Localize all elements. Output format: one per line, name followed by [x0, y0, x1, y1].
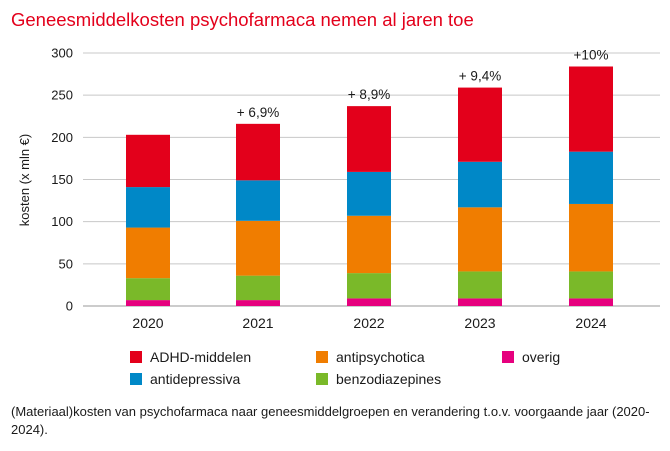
y-tick-label: 150 — [51, 172, 73, 187]
bar-segment-benzodiazepines-2023 — [458, 271, 502, 299]
y-axis-ticks: 0 50 100 150 200 250 300 — [51, 46, 73, 314]
bar-segment-antidepressiva-2021 — [236, 180, 280, 221]
x-tick-label: 2020 — [132, 315, 163, 331]
bar-segment-antidepressiva-2024 — [569, 151, 613, 204]
y-tick-label: 250 — [51, 88, 73, 103]
bar-segment-adhd-2021 — [236, 123, 280, 181]
x-tick-label: 2021 — [242, 315, 273, 331]
change-annotation-2021: + 6,9% — [237, 105, 279, 120]
bar-segment-antipsychotica-2024 — [569, 203, 613, 272]
bar-segment-antipsychotica-2022 — [347, 215, 391, 274]
bar-segment-adhd-2022 — [347, 106, 391, 172]
x-tick-label: 2024 — [575, 315, 606, 331]
bar-segment-benzodiazepines-2022 — [347, 273, 391, 299]
bar-segment-adhd-2020 — [126, 134, 170, 188]
bar-segment-overig-2024 — [569, 298, 613, 306]
bar-segment-antipsychotica-2021 — [236, 220, 280, 276]
annotations: + 6,9% + 8,9% + 9,4% +10% — [237, 47, 609, 119]
figure-caption: (Materiaal)kosten van psychofarmaca naar… — [11, 404, 650, 437]
x-tick-label: 2023 — [464, 315, 495, 331]
bar-segment-overig-2022 — [347, 298, 391, 306]
change-annotation-2023: + 9,4% — [459, 69, 501, 84]
bar-segment-antidepressiva-2023 — [458, 161, 502, 208]
bar-segment-antidepressiva-2022 — [347, 171, 391, 216]
bar-segment-benzodiazepines-2020 — [126, 278, 170, 301]
bar-segment-antipsychotica-2023 — [458, 207, 502, 272]
bar-segment-antidepressiva-2020 — [126, 187, 170, 228]
x-tick-label: 2022 — [353, 315, 384, 331]
bar-segment-overig-2021 — [236, 300, 280, 306]
y-tick-label: 0 — [66, 299, 73, 314]
bar-segment-antipsychotica-2020 — [126, 227, 170, 279]
bar-segment-overig-2023 — [458, 298, 502, 306]
y-tick-label: 100 — [51, 214, 73, 229]
x-axis-ticks: 2020 2021 2022 2023 2024 — [132, 315, 606, 331]
bar-segment-benzodiazepines-2024 — [569, 271, 613, 299]
bar-segment-benzodiazepines-2021 — [236, 275, 280, 301]
bar-segment-adhd-2024 — [569, 66, 613, 152]
bar-segment-adhd-2023 — [458, 87, 502, 162]
y-tick-label: 200 — [51, 130, 73, 145]
y-tick-label: 300 — [51, 46, 73, 61]
y-axis-label: kosten (x mln €) — [17, 134, 32, 226]
bar-segment-overig-2020 — [126, 300, 170, 306]
chart-title: Geneesmiddelkosten psychofarmaca nemen a… — [11, 9, 474, 30]
bars — [126, 66, 613, 306]
y-tick-label: 50 — [59, 256, 73, 271]
change-annotation-2024: +10% — [574, 47, 609, 62]
change-annotation-2022: + 8,9% — [348, 87, 390, 102]
